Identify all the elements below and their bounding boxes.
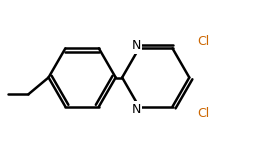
Text: Cl: Cl [198,107,210,120]
Text: N: N [132,103,141,116]
Text: N: N [132,39,141,52]
Text: Cl: Cl [198,35,210,48]
